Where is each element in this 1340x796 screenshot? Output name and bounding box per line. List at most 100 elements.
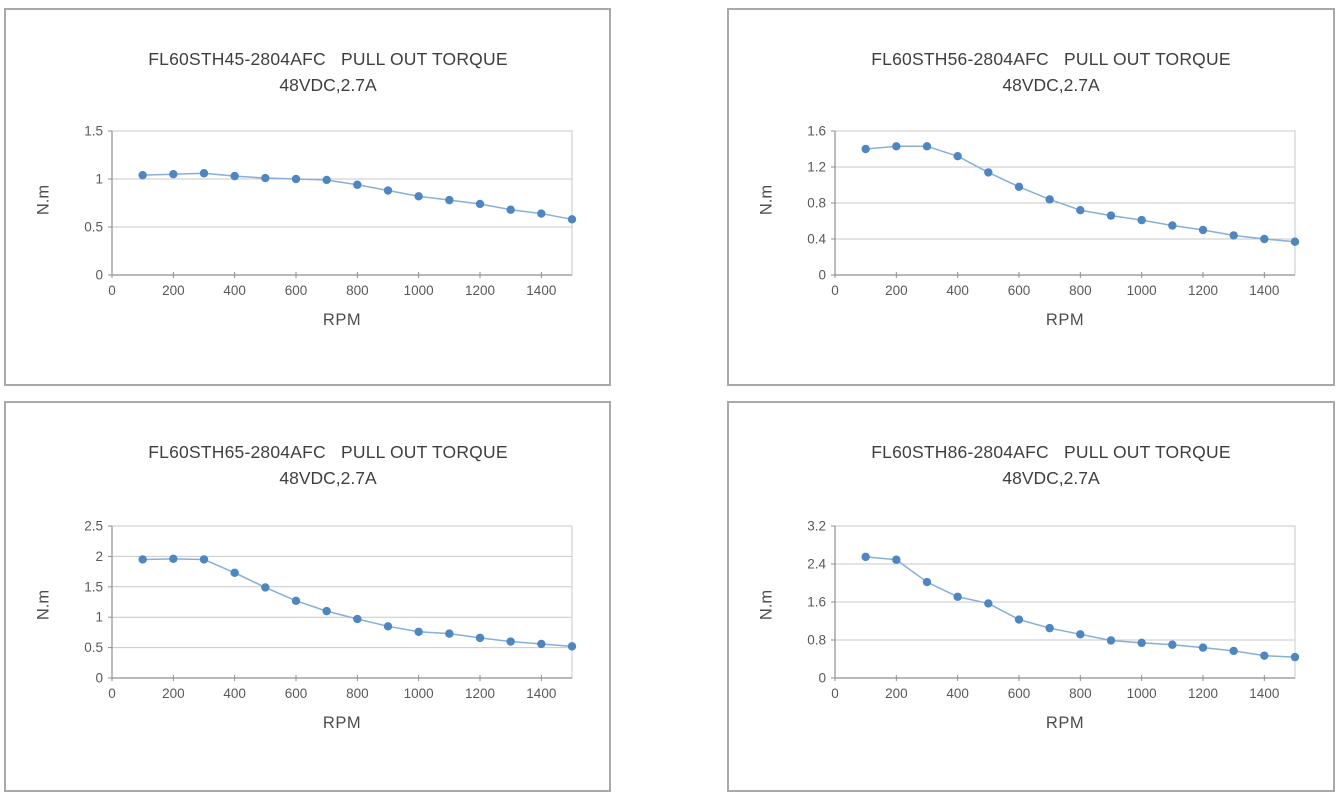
- data-point: [922, 142, 932, 151]
- chart-panel-fl60sth56: FL60STH56-2804AFC PULL OUT TORQUE 48VDC,…: [727, 8, 1335, 386]
- series-line: [865, 556, 1296, 658]
- x-tick-label: 400: [946, 283, 969, 298]
- x-axis-label: RPM: [1045, 311, 1085, 329]
- data-point: [567, 215, 577, 224]
- x-tick-label: 0: [831, 283, 839, 298]
- x-tick-label: 1400: [526, 686, 556, 701]
- x-tick-label: 600: [285, 686, 308, 701]
- x-tick-label: 1000: [404, 686, 434, 701]
- data-point: [892, 555, 901, 564]
- data-point: [1014, 615, 1024, 624]
- x-tick-label: 0: [108, 283, 116, 298]
- y-tick-label: 1.6: [807, 124, 826, 139]
- data-point: [506, 205, 515, 214]
- plot-frame: [111, 525, 573, 679]
- data-point: [1106, 636, 1116, 645]
- chart-title: FL60STH65-2804AFC PULL OUT TORQUE: [148, 442, 508, 462]
- x-tick-label: 1400: [1249, 283, 1279, 298]
- data-point: [199, 169, 209, 178]
- data-point: [953, 152, 962, 161]
- x-tick-label: 600: [1008, 686, 1031, 701]
- y-tick-label: 0.5: [84, 220, 103, 235]
- plot-frame: [111, 130, 573, 276]
- x-tick-label: 1000: [404, 283, 434, 298]
- chart-subtitle: 48VDC,2.7A: [1002, 75, 1100, 95]
- data-point: [1198, 643, 1208, 652]
- data-point: [1229, 646, 1238, 656]
- chart-title: FL60STH86-2804AFC PULL OUT TORQUE: [871, 442, 1231, 462]
- x-tick-label: 800: [346, 686, 369, 701]
- data-point: [169, 170, 178, 179]
- data-point: [414, 192, 423, 201]
- data-point: [230, 171, 239, 181]
- data-point: [261, 173, 270, 183]
- y-tick-label: 0: [818, 268, 826, 283]
- y-tick-label: 1.5: [84, 124, 103, 139]
- chart-panel-fl60sth86: FL60STH86-2804AFC PULL OUT TORQUE 48VDC,…: [727, 401, 1335, 792]
- data-point: [1290, 652, 1300, 662]
- data-point: [383, 622, 393, 631]
- y-axis-label: N.m: [34, 589, 53, 621]
- data-point: [1168, 221, 1177, 230]
- data-point: [567, 642, 577, 651]
- x-tick-label: 1200: [1188, 686, 1218, 701]
- data-point: [1168, 640, 1177, 649]
- y-tick-label: 0.8: [807, 633, 826, 648]
- data-point: [138, 555, 147, 564]
- x-tick-label: 400: [946, 686, 969, 701]
- torque-curve-chart: 0 200 400 600 800 1000 1200 1400 0 0.5 1 1.5: [84, 124, 577, 298]
- y-tick-label: 1: [95, 610, 103, 625]
- data-point: [353, 614, 362, 624]
- y-tick-label: 2: [95, 549, 103, 564]
- chart-title: FL60STH45-2804AFC PULL OUT TORQUE: [148, 49, 508, 69]
- data-point: [353, 180, 362, 189]
- y-tick-label: 3.2: [807, 519, 826, 534]
- data-point: [1198, 225, 1208, 235]
- x-axis-label: RPM: [322, 714, 362, 732]
- y-tick-label: 0.4: [807, 232, 826, 247]
- data-point: [984, 599, 993, 608]
- x-tick-label: 200: [885, 686, 908, 701]
- data-point: [1137, 215, 1146, 225]
- y-axis-label: N.m: [757, 589, 776, 621]
- x-tick-label: 0: [108, 686, 116, 701]
- x-tick-label: 600: [285, 283, 308, 298]
- data-point: [199, 555, 209, 564]
- x-axis-label: RPM: [322, 311, 362, 329]
- data-point: [138, 170, 147, 180]
- data-point: [1045, 195, 1054, 204]
- y-axis-label: N.m: [757, 184, 776, 216]
- y-tick-label: 0: [95, 671, 103, 686]
- data-point: [1076, 206, 1085, 215]
- data-point: [261, 583, 270, 592]
- y-tick-label: 0.8: [807, 196, 826, 211]
- y-tick-label: 1.6: [807, 595, 826, 610]
- x-tick-label: 1200: [1188, 283, 1218, 298]
- torque-curve-chart: 0 200 400 600 800 1000 1200 1400 0 0.8 1.6 2.4 3.2: [807, 519, 1300, 701]
- data-point: [291, 596, 301, 605]
- data-point: [537, 209, 546, 218]
- data-point: [383, 186, 393, 195]
- data-point: [322, 606, 331, 616]
- x-tick-label: 1000: [1127, 686, 1157, 701]
- data-point: [475, 633, 485, 643]
- series-line: [142, 558, 573, 648]
- data-point: [1076, 630, 1085, 639]
- data-point: [537, 639, 546, 649]
- chart-panel-fl60sth45: FL60STH45-2804AFC PULL OUT TORQUE 48VDC,…: [4, 8, 611, 386]
- chart-subtitle: 48VDC,2.7A: [279, 75, 377, 95]
- data-point: [1014, 182, 1024, 191]
- data-point: [291, 174, 301, 184]
- data-point: [1260, 234, 1269, 244]
- y-tick-label: 2.4: [807, 557, 826, 572]
- y-tick-label: 0: [95, 268, 103, 283]
- x-tick-label: 400: [223, 283, 246, 298]
- data-point: [1290, 237, 1300, 246]
- chart-panel-fl60sth65: FL60STH65-2804AFC PULL OUT TORQUE 48VDC,…: [4, 401, 611, 792]
- x-tick-label: 200: [162, 686, 185, 701]
- data-point: [861, 144, 870, 154]
- data-point: [322, 175, 331, 185]
- data-point: [506, 637, 515, 646]
- x-tick-label: 600: [1008, 283, 1031, 298]
- data-point: [1106, 211, 1116, 220]
